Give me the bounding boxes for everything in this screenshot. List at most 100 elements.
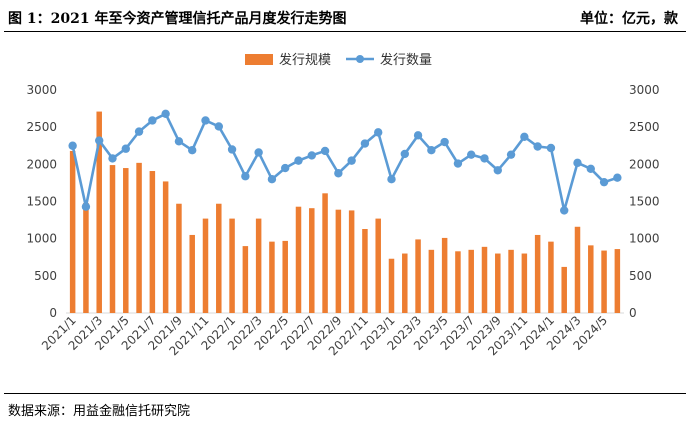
bar [255, 218, 262, 313]
bar [548, 241, 554, 313]
bar [441, 237, 448, 313]
line-point [267, 175, 277, 184]
line-point [227, 145, 237, 154]
bar [375, 218, 381, 313]
line-point [413, 131, 423, 140]
bar [295, 206, 302, 313]
bar [614, 249, 621, 313]
legend-bar-label: 发行规模 [279, 52, 331, 68]
y-left-tick-label: 1500 [26, 195, 57, 209]
line-point [95, 136, 104, 145]
line-point [440, 137, 449, 147]
bar [601, 250, 607, 313]
line-point [560, 206, 569, 215]
line-series [68, 109, 622, 215]
line-point [599, 177, 609, 187]
y-right-tick-label: 1500 [629, 195, 660, 209]
line-point [294, 156, 303, 165]
line-point [281, 163, 290, 173]
line-point [334, 169, 343, 178]
bar [348, 210, 355, 313]
line-point [121, 144, 130, 153]
legend-line-label: 发行数量 [380, 52, 432, 68]
bar [322, 193, 328, 313]
bar [481, 246, 488, 313]
issuance-chart: 发行规模 发行数量 0 500 1000 1500 2000 2500 3000 0 500 10… [26, 52, 659, 358]
bar [109, 165, 116, 313]
bar [162, 181, 169, 313]
bar [83, 202, 89, 313]
line-point [201, 116, 210, 125]
y-right-tick-label: 3000 [629, 83, 660, 97]
legend-line-marker [356, 55, 364, 63]
bar [123, 168, 129, 313]
bar [216, 203, 222, 313]
line-point [148, 116, 157, 125]
line-point [400, 149, 409, 159]
y-left-tick-label: 2500 [26, 120, 57, 134]
bar [468, 249, 474, 313]
bar [428, 249, 435, 313]
line-point [573, 158, 582, 168]
bar [96, 111, 102, 313]
bar [561, 266, 567, 313]
line-point [480, 154, 489, 163]
line-point [586, 164, 595, 173]
line-point [307, 151, 316, 160]
bar [415, 239, 421, 313]
data-source: 数据来源：用益金融信托研究院 [8, 404, 191, 419]
line-point [467, 150, 476, 159]
line-point [453, 159, 463, 168]
y-right-tick-label: 500 [629, 269, 652, 283]
bar [455, 251, 461, 313]
figure-title: 图 1：2021 年至今资产管理信托产品月度发行走势图 [8, 11, 347, 27]
y-left-tick-label: 3000 [26, 83, 57, 97]
line-point [68, 141, 77, 150]
bar [495, 253, 501, 313]
bar [176, 203, 182, 313]
bar [242, 246, 249, 313]
bar [229, 218, 235, 313]
line-point [427, 146, 436, 155]
bar [202, 218, 209, 313]
top-rule [4, 31, 686, 32]
bar [574, 226, 581, 313]
y-right-tick-label: 1000 [629, 232, 660, 246]
line-point [161, 109, 170, 118]
line-point [520, 132, 529, 142]
unit-label: 单位：亿元，款 [580, 11, 678, 27]
y-right-tick-label: 2500 [629, 120, 660, 134]
chart-axes: 0 500 1000 1500 2000 2500 3000 0 500 1000 1500 2000… [26, 83, 659, 358]
y-right-tick-label: 2000 [629, 157, 660, 171]
line-point [374, 128, 383, 137]
bar [335, 209, 342, 313]
line-point [134, 127, 144, 136]
y-left-tick-label: 0 [49, 306, 57, 320]
line-point [174, 137, 184, 146]
header: 图 1：2021 年至今资产管理信托产品月度发行走势图 单位：亿元，款 [0, 0, 690, 32]
y-right-tick-label: 0 [629, 306, 637, 320]
line-point [533, 142, 542, 151]
line-point [347, 156, 356, 165]
line-point [387, 175, 396, 184]
line-point [254, 148, 263, 157]
y-left-tick-label: 500 [34, 269, 57, 283]
line-point [241, 172, 250, 181]
line-point [506, 150, 516, 159]
bar [388, 258, 395, 313]
bar [402, 253, 408, 313]
line-point [108, 154, 117, 163]
bar [269, 241, 275, 313]
bar [588, 245, 594, 313]
line-point [188, 146, 197, 155]
line-point [613, 173, 622, 182]
bar [136, 162, 142, 313]
line-point [360, 139, 370, 148]
line-point [214, 122, 223, 131]
bar [362, 229, 368, 313]
bar [149, 171, 156, 313]
chart-legend: 发行规模 发行数量 [245, 52, 432, 68]
line-point [320, 146, 330, 156]
bar [534, 234, 541, 313]
bar [282, 240, 288, 313]
